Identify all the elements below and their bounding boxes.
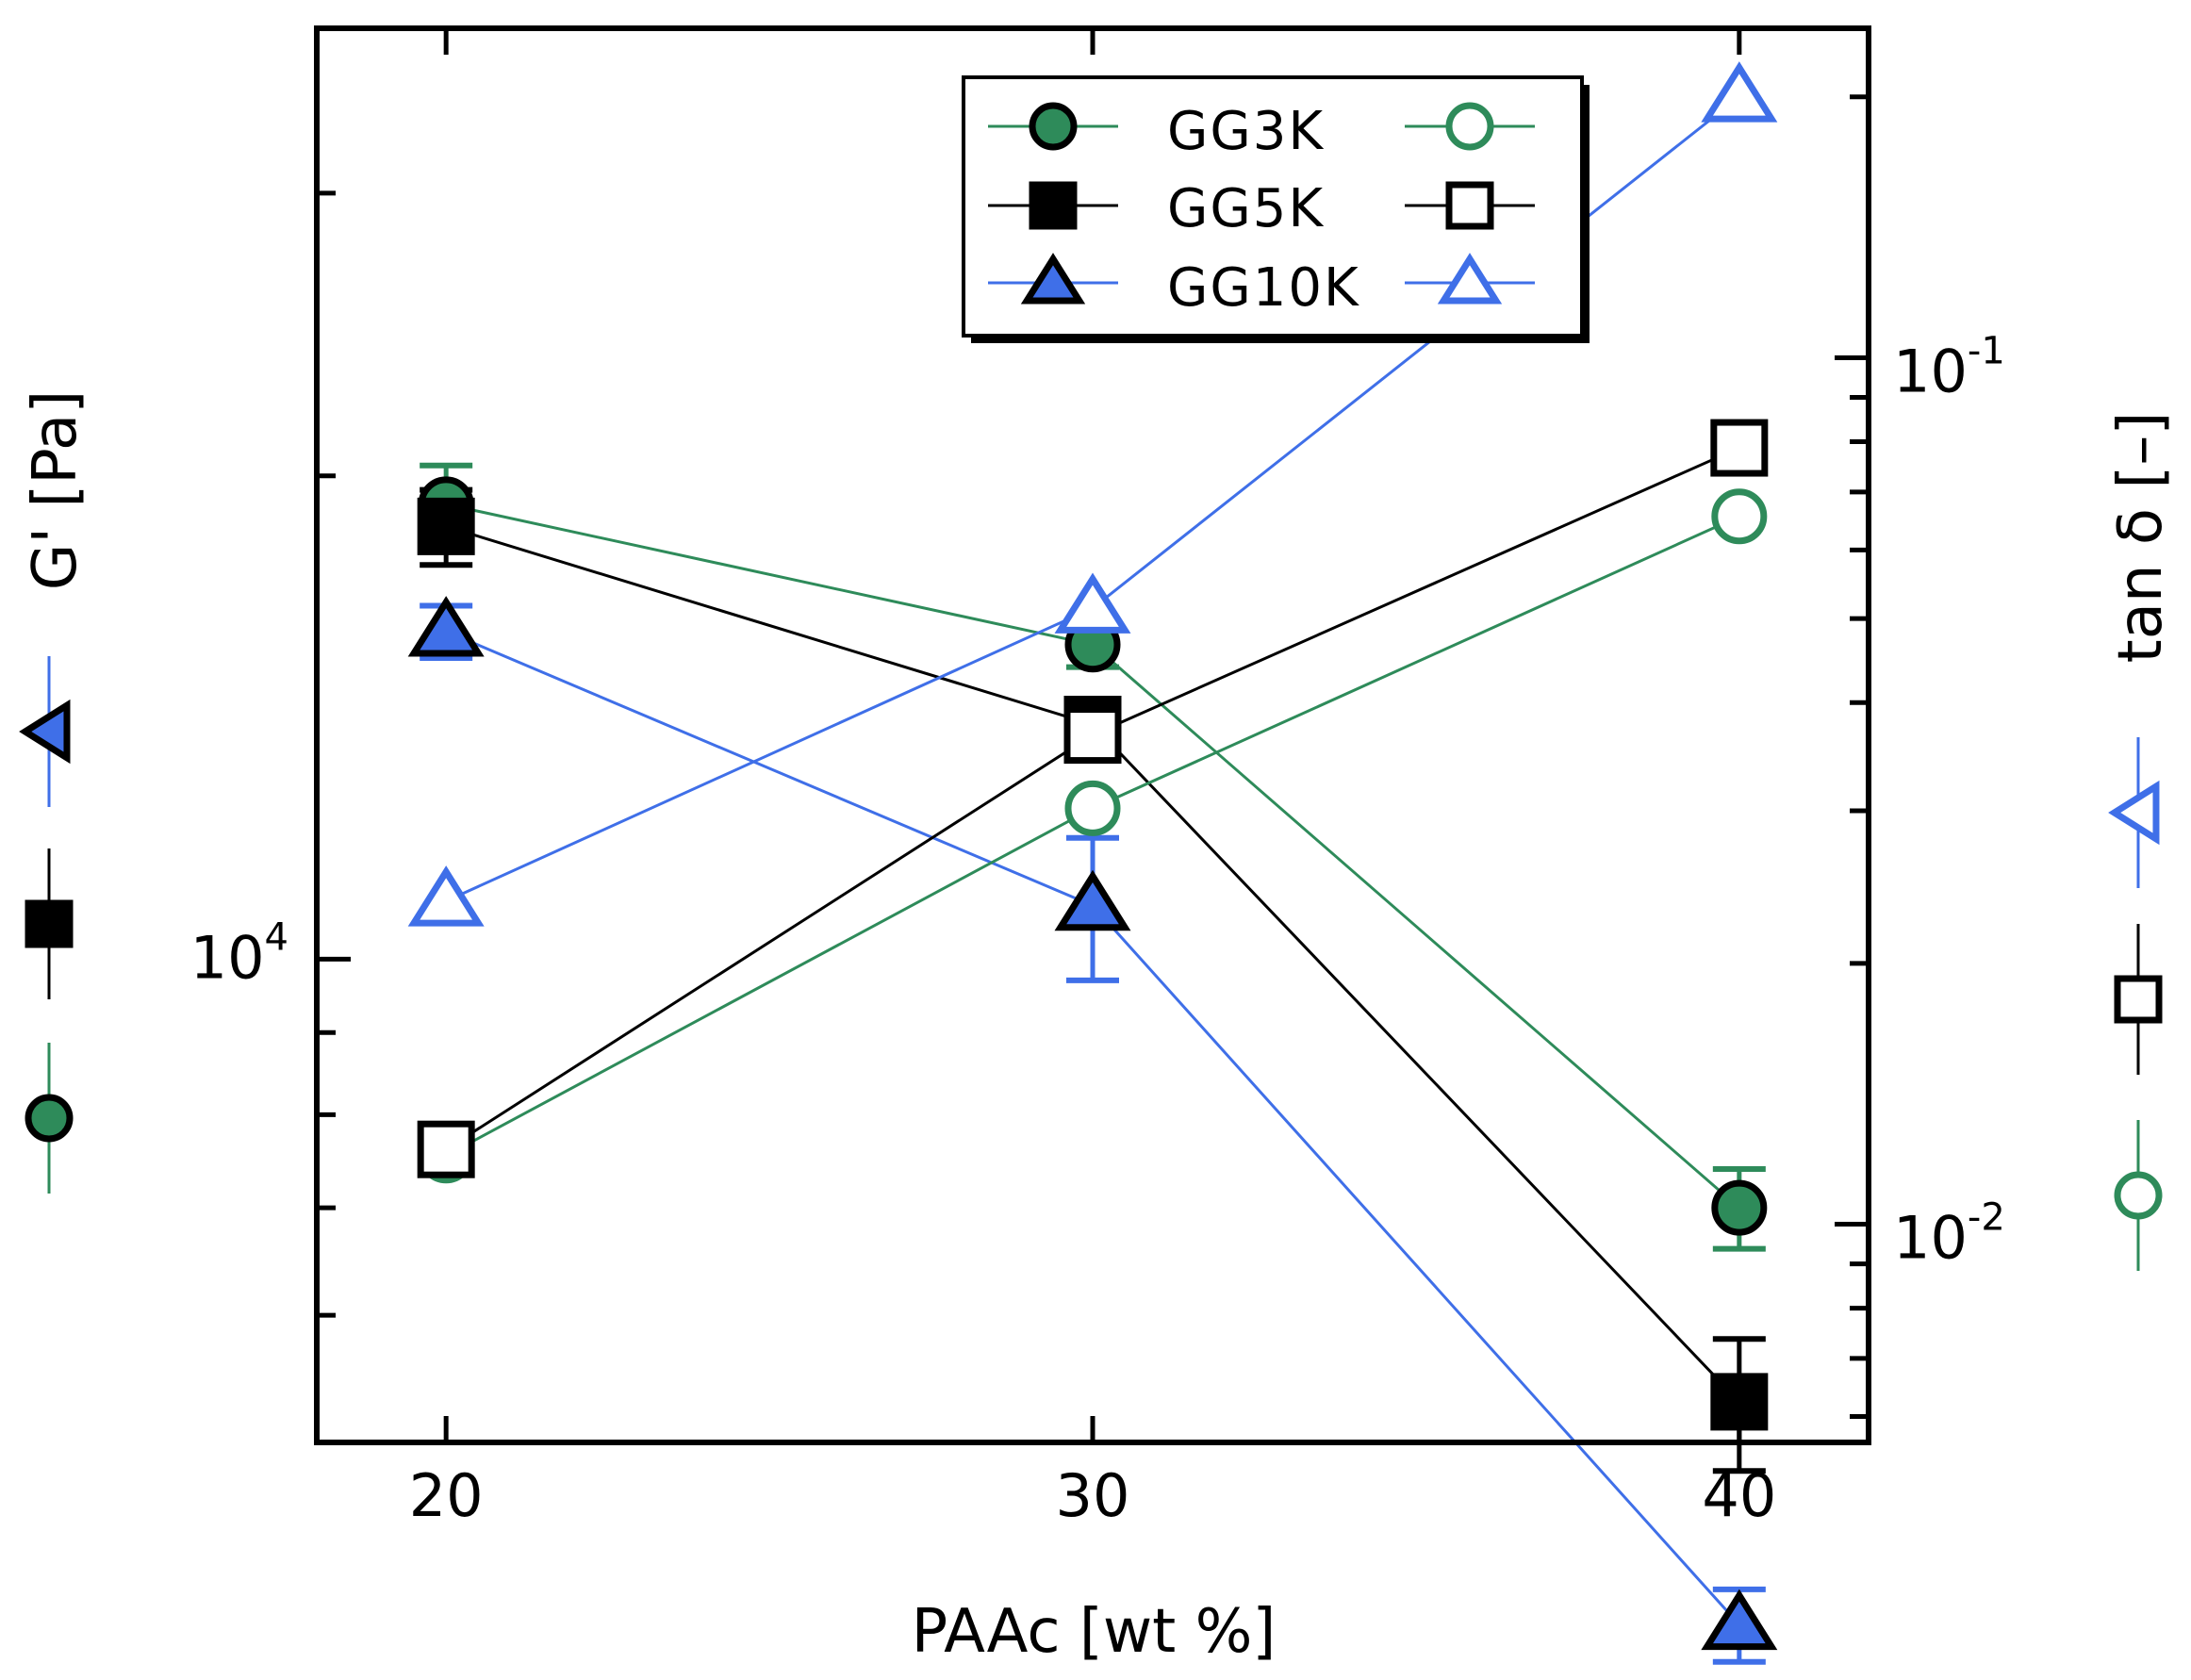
legend-marker-open-gg5k [1445, 181, 1494, 230]
data-point-gg10k-left-40 [1701, 1589, 1778, 1651]
axes-layer [314, 25, 1871, 1445]
data-point-gg5k-left-20 [417, 497, 475, 555]
legend-shadow [1582, 85, 1590, 343]
right-key-glyph-gg10k [2108, 780, 2160, 846]
data-point-gg10k-left-30 [1054, 869, 1131, 931]
data-point-gg3k-right-30 [1064, 780, 1121, 836]
right-y-tick-label-10e-1: 10-1 [1893, 329, 2005, 405]
x-tick-label-20: 20 [409, 1461, 484, 1530]
data-point-gg10k-right-30 [1054, 572, 1131, 634]
right-key-marker-gg10k [2108, 780, 2160, 846]
left-key-glyph-gg3k [25, 1094, 74, 1143]
data-point-gg5k-right-20 [417, 1120, 475, 1178]
legend-marker-open-gg10k [1437, 253, 1503, 305]
data-point-gg10k-right-40 [1701, 61, 1778, 123]
right-key-marker-gg3k [2114, 1171, 2163, 1220]
right-y-axis-title: tan δ [–] [2106, 412, 2176, 664]
legend-glyphs [988, 102, 1535, 305]
left-axis-series-key [19, 656, 74, 1194]
left-key-marker-gg3k [25, 1094, 74, 1143]
legend-marker-filled-gg3k [1029, 102, 1078, 151]
right-y-tick-label-10e-2: 10-2 [1893, 1196, 2005, 1273]
legend-label-gg5k: GG5K [1167, 178, 1325, 239]
legend-marker-open-gg3k [1445, 102, 1494, 151]
right-key-marker-gg5k [2114, 975, 2163, 1024]
left-y-axis-title: G' [Pa] [21, 390, 91, 590]
series-markers-layer [407, 61, 1778, 1651]
right-key-glyph-gg3k [2114, 1171, 2163, 1220]
legend-label-gg10k: GG10K [1167, 257, 1360, 319]
legend-shadow-bottom [971, 336, 1590, 343]
right-axis-series-key [2108, 737, 2163, 1271]
legend-label-gg3k: GG3K [1167, 101, 1325, 162]
data-point-gg10k-right-20 [407, 865, 485, 927]
legend-marker-filled-gg10k [1020, 253, 1086, 305]
right-key-glyph-gg5k [2114, 975, 2163, 1024]
left-key-marker-gg5k [25, 899, 74, 948]
data-point-gg3k-left-40 [1711, 1179, 1768, 1236]
left-key-glyph-gg5k [25, 899, 74, 948]
legend: GG3K GG5K GG10K [962, 75, 1590, 343]
x-tick-label-40: 40 [1702, 1461, 1776, 1530]
x-axis-title: PAAc [wt %] [912, 1597, 1277, 1667]
left-y-tick-label-10e4: 104 [190, 915, 288, 992]
left-key-glyph-gg10k [19, 699, 71, 765]
data-point-gg3k-right-40 [1711, 488, 1768, 545]
legend-marker-filled-gg5k [1029, 181, 1078, 230]
left-key-marker-gg10k [19, 699, 71, 765]
data-point-gg10k-left-20 [407, 596, 485, 657]
data-point-gg5k-right-40 [1710, 419, 1769, 477]
data-point-gg5k-right-30 [1063, 706, 1122, 765]
x-tick-label-30: 30 [1056, 1461, 1130, 1530]
